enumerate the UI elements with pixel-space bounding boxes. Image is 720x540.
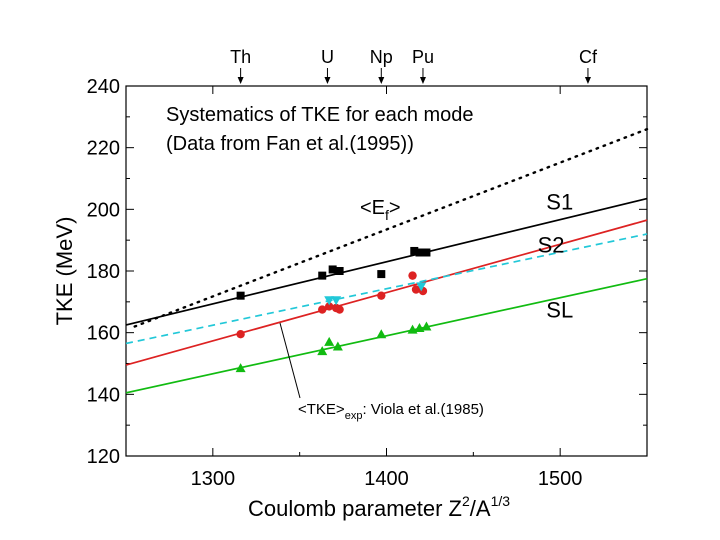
- point-s1: [410, 246, 419, 255]
- x-axis-title-main: Coulomb parameter Z: [248, 496, 462, 521]
- y-tick-label: 200: [87, 199, 120, 221]
- y-tick-label: 220: [87, 138, 120, 160]
- point-s2: [324, 302, 334, 311]
- y-tick-label: 180: [87, 261, 120, 283]
- trend-lines: [125, 127, 649, 394]
- data-points: [235, 246, 432, 373]
- ef-main: <E: [360, 197, 385, 219]
- element-label-cf: Cf: [579, 47, 598, 67]
- y-tick-label: 240: [87, 76, 120, 98]
- x-axis-title-sup2: 1/3: [491, 493, 511, 509]
- x-tick-label: 1300: [191, 468, 236, 490]
- ef-sub: f: [385, 207, 389, 223]
- element-label-np: Np: [370, 47, 393, 67]
- x-axis-title-sup1: 2: [462, 493, 470, 509]
- element-markers: Th U Np Pu Cf: [230, 47, 598, 84]
- point-s2: [408, 271, 417, 280]
- point-s2: [335, 305, 344, 314]
- line-ef: [133, 127, 649, 328]
- point-sl: [235, 363, 246, 373]
- viola-annotation: <TKE>exp: Viola et al.(1985): [298, 401, 484, 422]
- viola-pre: <TKE>: [298, 401, 345, 418]
- line-label-s2: S2: [538, 233, 565, 258]
- chart-title-line-2: (Data from Fan et al.(1995)): [166, 133, 414, 155]
- axis-tick-labels: 1300 1400 1500 120 140 160 180 200 220 240: [87, 76, 583, 490]
- viola-pointer-line: [279, 322, 301, 399]
- point-tkeexp: [416, 282, 427, 292]
- point-s1: [422, 248, 431, 257]
- x-tick-label: 1500: [538, 468, 583, 490]
- element-arrowhead-np: [378, 77, 385, 84]
- y-tick-label: 140: [87, 384, 120, 406]
- element-arrowhead-pu: [419, 77, 426, 84]
- element-label-pu: Pu: [412, 47, 434, 67]
- line-labels: S1 S2 SL: [538, 189, 574, 322]
- axis-ticks: [125, 85, 648, 457]
- point-s1: [318, 271, 327, 280]
- point-s1: [328, 265, 337, 274]
- point-s1: [415, 248, 424, 257]
- x-axis-title-mid: /A: [470, 496, 491, 521]
- point-s2: [377, 291, 386, 300]
- point-sl: [421, 321, 432, 331]
- point-s1: [335, 267, 344, 275]
- line-s1: [125, 197, 648, 326]
- ef-annotation: <Ef>: [360, 197, 401, 223]
- y-tick-label: 120: [87, 446, 120, 468]
- line-tkeexp: [125, 233, 648, 345]
- viola-post: : Viola et al.(1985): [362, 401, 483, 418]
- y-axis-title: TKE (MeV): [52, 217, 77, 326]
- point-sl: [317, 346, 328, 356]
- line-label-s1: S1: [546, 189, 573, 214]
- point-s2: [318, 305, 327, 314]
- point-sl: [376, 329, 387, 339]
- point-s2: [236, 330, 245, 339]
- point-s2: [411, 285, 421, 294]
- line-label-sl: SL: [546, 297, 573, 322]
- x-tick-label: 1400: [364, 468, 409, 490]
- element-arrowhead-cf: [584, 77, 591, 84]
- ef-close: >: [389, 197, 401, 219]
- point-tkeexp: [324, 296, 335, 306]
- point-s1: [236, 291, 245, 300]
- element-arrowhead-th: [237, 77, 244, 84]
- point-sl: [324, 336, 335, 346]
- point-tkeexp: [331, 296, 342, 306]
- chart-title-line-1: Systematics of TKE for each mode: [166, 104, 474, 126]
- element-label-u: U: [321, 47, 334, 67]
- element-label-th: Th: [230, 47, 251, 67]
- x-axis-title: Coulomb parameter Z2/A1/3: [248, 493, 510, 521]
- line-s2: [125, 219, 648, 366]
- element-arrowhead-u: [324, 77, 331, 84]
- viola-sub: exp: [345, 410, 363, 422]
- y-tick-label: 160: [87, 323, 120, 345]
- point-sl: [332, 341, 343, 351]
- line-sl: [125, 277, 648, 394]
- point-s1: [377, 270, 386, 279]
